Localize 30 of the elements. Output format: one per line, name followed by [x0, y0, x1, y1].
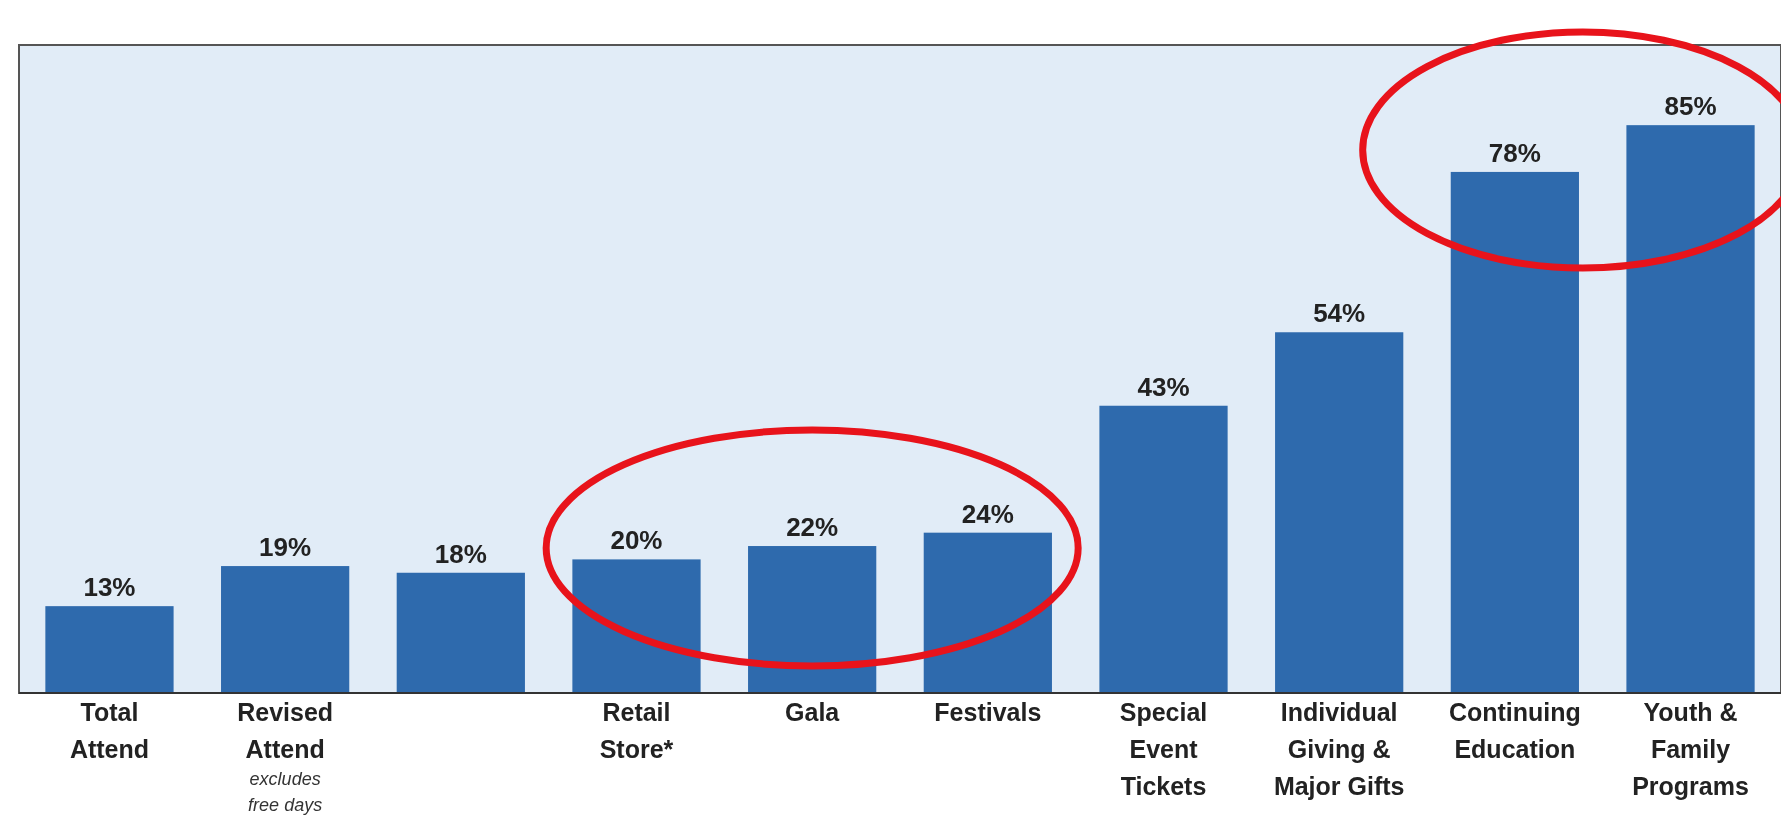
data-label: 85%	[1664, 91, 1717, 122]
bar	[923, 532, 1052, 693]
x-tick-label: Revised Attend	[237, 698, 334, 763]
bar	[221, 566, 350, 693]
data-label: 13%	[83, 572, 136, 603]
bar	[45, 606, 174, 693]
data-label: 43%	[1137, 371, 1190, 402]
data-label: 22%	[786, 512, 839, 543]
data-label: 19%	[259, 532, 312, 563]
text: excludes free days	[248, 769, 323, 815]
bar	[1099, 405, 1228, 693]
data-label: 20%	[610, 525, 663, 556]
data-label: 54%	[1313, 298, 1366, 329]
bar	[1275, 332, 1404, 693]
x-tick-label: Gala	[785, 698, 841, 726]
x-tick-label: Festivals	[934, 698, 1042, 726]
x-tick-label: Continuing Education	[1448, 698, 1581, 763]
data-label: 18%	[434, 538, 487, 569]
x-tick-label: Total Attend	[69, 698, 150, 763]
bar	[572, 559, 701, 693]
bar	[1450, 171, 1579, 693]
data-label: 24%	[961, 498, 1014, 529]
bar	[748, 546, 877, 693]
bar	[396, 572, 525, 693]
data-label: 78%	[1488, 137, 1541, 168]
x-tick-label: Individual Giving & Major Gifts	[1273, 698, 1405, 800]
x-tick-label: Retail Store*	[599, 698, 674, 763]
bar	[1626, 125, 1755, 693]
x-tick-label: Youth & Family Programs	[1632, 698, 1749, 800]
x-tick-label: Special Event Tickets	[1119, 698, 1208, 800]
